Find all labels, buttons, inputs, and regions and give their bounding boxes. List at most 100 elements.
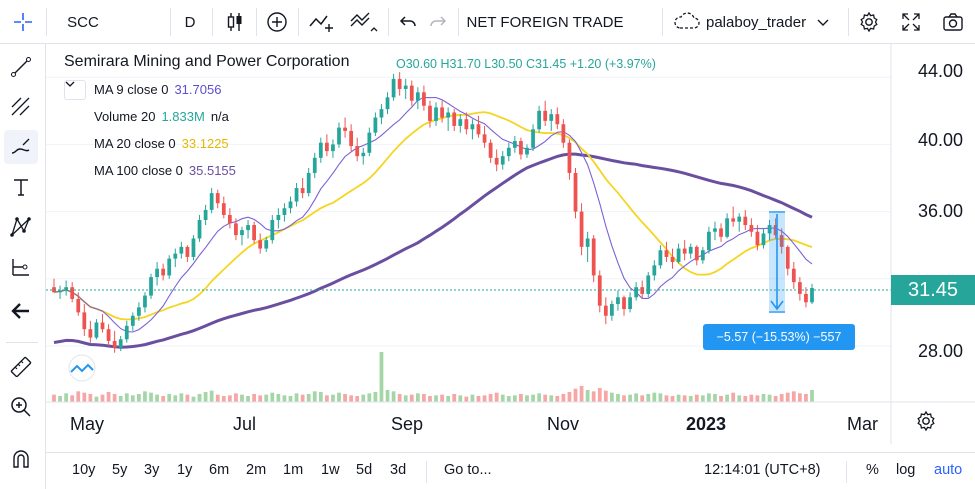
candle-body[interactable] — [428, 105, 432, 121]
candle-body[interactable] — [452, 112, 457, 126]
trend-line-icon[interactable] — [4, 50, 38, 84]
candle-body[interactable] — [270, 220, 275, 241]
candle-body[interactable] — [76, 298, 81, 313]
candle-body[interactable] — [543, 110, 548, 121]
candle-body[interactable] — [597, 275, 602, 306]
templates-icon[interactable] — [344, 6, 384, 38]
candle-body[interactable] — [221, 203, 226, 215]
candle-body[interactable] — [155, 268, 159, 278]
candle-body[interactable] — [288, 201, 293, 209]
candle-body[interactable] — [240, 230, 244, 236]
candle-body[interactable] — [179, 246, 184, 254]
candle-body[interactable] — [64, 287, 69, 291]
candle-body[interactable] — [591, 238, 596, 276]
candle-body[interactable] — [300, 188, 305, 194]
candle-body[interactable] — [391, 78, 396, 98]
candle-body[interactable] — [761, 233, 766, 246]
range-5y-button[interactable]: 5y — [112, 462, 128, 478]
text-tool-icon[interactable] — [4, 170, 38, 204]
candle-body[interactable] — [373, 117, 378, 133]
candle-body[interactable] — [519, 141, 523, 155]
candle-body[interactable] — [785, 246, 790, 269]
candle-body[interactable] — [646, 275, 651, 294]
indicators-icon[interactable] — [304, 6, 340, 38]
candle-body[interactable] — [130, 315, 135, 326]
candle-body[interactable] — [415, 92, 420, 101]
magnet-icon[interactable] — [4, 442, 38, 476]
cloud-account-button[interactable]: palaboy_trader — [672, 6, 848, 38]
range-1w-button[interactable]: 1w — [321, 462, 340, 478]
candle-body[interactable] — [94, 322, 99, 338]
candle-body[interactable] — [494, 157, 499, 165]
candle-body[interactable] — [525, 147, 529, 155]
candle-body[interactable] — [440, 107, 444, 118]
candle-body[interactable] — [312, 157, 317, 173]
candle-body[interactable] — [458, 119, 463, 126]
candle-body[interactable] — [670, 256, 675, 262]
candle-body[interactable] — [343, 127, 347, 131]
candle-body[interactable] — [664, 250, 669, 257]
candle-body[interactable] — [385, 97, 390, 110]
candle-body[interactable] — [585, 238, 590, 247]
candle-body[interactable] — [603, 305, 608, 316]
price-chart[interactable]: Semirara Mining and Power Corporation O3… — [46, 44, 975, 444]
candle-body[interactable] — [791, 268, 796, 283]
candle-body[interactable] — [185, 246, 190, 257]
chart-canvas[interactable] — [46, 44, 975, 444]
candle-body[interactable] — [112, 340, 117, 348]
candle-body[interactable] — [203, 209, 208, 220]
percent-scale-toggle[interactable]: % — [866, 462, 879, 478]
candle-body[interactable] — [191, 238, 196, 257]
candle-body[interactable] — [482, 134, 487, 143]
fullscreen-icon[interactable] — [894, 6, 928, 38]
candle-body[interactable] — [246, 225, 250, 231]
candle-body[interactable] — [197, 220, 202, 239]
brush-icon[interactable] — [4, 130, 38, 164]
candle-body[interactable] — [318, 142, 323, 158]
candle-body[interactable] — [616, 297, 620, 304]
candle-body[interactable] — [403, 85, 408, 89]
candle-body[interactable] — [106, 329, 111, 341]
candle-body[interactable] — [700, 250, 705, 261]
snapshot-camera-icon[interactable] — [936, 6, 970, 38]
candle-body[interactable] — [658, 250, 663, 266]
back-arrow-icon[interactable] — [4, 294, 38, 328]
legend-collapse-button[interactable] — [64, 80, 86, 100]
candle-body[interactable] — [676, 248, 681, 262]
candle-body[interactable] — [555, 114, 560, 125]
candle-body[interactable] — [379, 109, 384, 118]
auto-scale-toggle[interactable]: auto — [934, 462, 963, 478]
candle-body[interactable] — [282, 208, 287, 215]
candle-body[interactable] — [88, 329, 93, 338]
candle-body[interactable] — [797, 282, 802, 294]
zoom-in-icon[interactable] — [4, 390, 38, 424]
candle-body[interactable] — [500, 156, 505, 165]
range-3y-button[interactable]: 3y — [144, 462, 160, 478]
candle-body[interactable] — [610, 304, 614, 316]
candle-body[interactable] — [567, 142, 572, 173]
redo-icon[interactable] — [424, 6, 452, 38]
candle-body[interactable] — [682, 248, 687, 254]
candle-body[interactable] — [234, 223, 238, 236]
goto-date-button[interactable]: Go to... — [444, 462, 492, 478]
candle-body[interactable] — [628, 297, 632, 310]
candle-body[interactable] — [337, 127, 341, 145]
legend-ma20[interactable]: MA 20 close 0 33.1225 — [94, 136, 229, 151]
candle-body[interactable] — [810, 288, 814, 303]
candle-body[interactable] — [173, 253, 178, 259]
candle-body[interactable] — [331, 144, 335, 152]
candle-body[interactable] — [355, 146, 360, 157]
candle-body[interactable] — [622, 297, 626, 310]
log-scale-toggle[interactable]: log — [896, 462, 916, 478]
range-5d-button[interactable]: 5d — [356, 462, 373, 478]
candle-body[interactable] — [264, 240, 269, 249]
candle-body[interactable] — [537, 110, 541, 130]
legend-volume[interactable]: Volume 20 1.833M n/a — [94, 109, 229, 124]
candle-body[interactable] — [70, 287, 75, 299]
settings-gear-icon[interactable] — [852, 6, 886, 38]
candle-body[interactable] — [713, 228, 717, 232]
candle-body[interactable] — [409, 85, 414, 101]
candle-body[interactable] — [634, 287, 639, 298]
candle-body[interactable] — [464, 119, 469, 130]
candle-body[interactable] — [143, 295, 147, 308]
